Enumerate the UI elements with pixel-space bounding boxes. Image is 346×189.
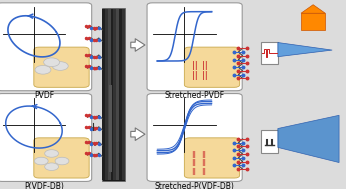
Text: PVDF: PVDF — [34, 91, 54, 100]
Polygon shape — [301, 13, 325, 30]
FancyBboxPatch shape — [184, 138, 240, 178]
Text: Stretched-P(VDF-DB): Stretched-P(VDF-DB) — [155, 182, 235, 189]
FancyBboxPatch shape — [0, 94, 92, 181]
Circle shape — [44, 58, 60, 67]
FancyBboxPatch shape — [102, 8, 125, 181]
Circle shape — [45, 163, 58, 170]
FancyBboxPatch shape — [34, 138, 89, 178]
Text: ||: || — [192, 159, 197, 166]
Text: ||: || — [202, 61, 208, 70]
FancyBboxPatch shape — [261, 42, 278, 64]
Polygon shape — [301, 5, 325, 13]
FancyArrowPatch shape — [131, 128, 145, 140]
FancyBboxPatch shape — [122, 9, 125, 180]
Text: ||: || — [192, 168, 197, 175]
FancyBboxPatch shape — [147, 94, 242, 181]
Text: Stretched-PVDF: Stretched-PVDF — [165, 91, 225, 100]
FancyArrowPatch shape — [131, 39, 145, 51]
FancyBboxPatch shape — [110, 9, 113, 180]
Text: ||: || — [201, 159, 206, 166]
FancyBboxPatch shape — [109, 85, 112, 172]
Circle shape — [55, 157, 69, 165]
FancyBboxPatch shape — [116, 9, 119, 180]
Text: P(VDF-DB): P(VDF-DB) — [24, 182, 64, 189]
Circle shape — [35, 65, 51, 74]
FancyBboxPatch shape — [0, 3, 92, 91]
FancyBboxPatch shape — [184, 47, 240, 87]
Text: ||: || — [192, 71, 198, 80]
Text: ||: || — [192, 151, 197, 158]
FancyBboxPatch shape — [108, 9, 110, 180]
FancyBboxPatch shape — [34, 47, 89, 87]
Text: ||: || — [201, 151, 206, 158]
Text: ||: || — [192, 61, 198, 70]
Polygon shape — [278, 115, 339, 163]
Text: ||: || — [201, 168, 206, 175]
Text: ||: || — [202, 71, 208, 80]
FancyBboxPatch shape — [119, 9, 122, 180]
Circle shape — [34, 157, 48, 165]
Polygon shape — [278, 43, 332, 57]
FancyBboxPatch shape — [261, 130, 278, 153]
Circle shape — [45, 150, 58, 157]
Circle shape — [52, 62, 68, 70]
FancyBboxPatch shape — [102, 9, 105, 180]
FancyBboxPatch shape — [147, 3, 242, 91]
FancyBboxPatch shape — [113, 9, 116, 180]
FancyBboxPatch shape — [105, 9, 108, 180]
